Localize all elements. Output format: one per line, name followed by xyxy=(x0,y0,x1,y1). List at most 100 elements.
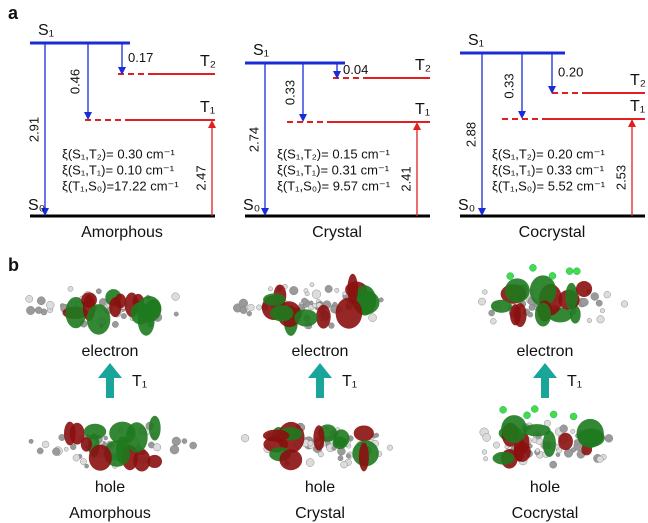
level-label: S₁ xyxy=(468,32,484,49)
atom xyxy=(550,461,557,468)
atom xyxy=(318,451,323,456)
gap-label: 0.17 xyxy=(128,50,153,65)
atom xyxy=(153,444,161,452)
orbital-lobe xyxy=(491,300,512,313)
atom xyxy=(46,301,54,309)
gap-label: 2.53 xyxy=(613,165,628,190)
atom xyxy=(37,297,45,305)
diagram-title: Crystal xyxy=(312,224,362,241)
atom xyxy=(379,298,383,302)
transition-arrow xyxy=(533,363,557,398)
orbital-lobe xyxy=(147,455,162,468)
atom xyxy=(483,456,488,461)
orbital-lobe xyxy=(87,304,111,334)
orbital-lobe xyxy=(359,443,369,472)
orbital-lobe xyxy=(270,305,293,321)
atom xyxy=(104,436,108,440)
soc-text: ξ(T₁,S₀)= 9.57 cm⁻¹ xyxy=(277,178,391,193)
orbital-lobe xyxy=(513,442,530,462)
atom xyxy=(247,311,252,316)
atom xyxy=(493,442,499,448)
atom xyxy=(560,425,568,433)
level-label: T₂ xyxy=(200,53,216,70)
atom xyxy=(596,300,602,306)
orbital-lobe xyxy=(577,419,604,448)
atom xyxy=(587,318,592,323)
atom xyxy=(248,304,255,311)
transition-label: T₁ xyxy=(567,373,582,390)
orbital-lobe xyxy=(493,452,515,465)
soc-text: ξ(S₁,T₁)= 0.33 cm⁻¹ xyxy=(492,162,605,177)
orbital-lobe xyxy=(89,445,112,471)
cl-atom xyxy=(573,268,580,275)
orbital-lobe xyxy=(313,425,324,450)
cl-atom xyxy=(549,272,556,279)
atom xyxy=(73,454,80,461)
column-title: Cocrystal xyxy=(512,505,579,522)
atom xyxy=(306,459,314,467)
gap-label: 2.91 xyxy=(26,117,41,142)
gap-label: 0.20 xyxy=(558,64,583,79)
cl-atom xyxy=(500,406,507,413)
level-label: S₀ xyxy=(243,197,260,214)
orbital-lobe xyxy=(514,303,527,327)
atom xyxy=(304,288,308,292)
cl-atom xyxy=(531,405,538,412)
orbital-lobe xyxy=(149,416,161,441)
orbital-lobe xyxy=(336,298,363,329)
atom xyxy=(571,429,575,433)
transition-arrow xyxy=(98,363,122,398)
atom xyxy=(478,298,485,305)
soc-text: ξ(S₁,T₂)= 0.20 cm⁻¹ xyxy=(492,146,605,161)
atom xyxy=(325,285,332,292)
atom xyxy=(310,283,314,287)
atom xyxy=(174,312,178,316)
orbital-column: electronT₁holeCocrystal xyxy=(478,264,627,522)
orbital-column: electronT₁holeCrystal xyxy=(233,274,392,523)
atom xyxy=(308,441,313,446)
atom xyxy=(182,439,187,444)
diagram-title: Cocrystal xyxy=(519,224,586,241)
soc-text: ξ(T₁,S₀)= 5.52 cm⁻¹ xyxy=(492,178,606,193)
atom xyxy=(26,306,34,314)
orbital-lobe xyxy=(316,305,331,329)
gap-label: 2.74 xyxy=(246,127,261,152)
level-label: T₁ xyxy=(415,101,430,118)
orbital-label: electron xyxy=(517,343,574,360)
level-label: S₀ xyxy=(28,197,45,214)
orbital-label: electron xyxy=(82,343,139,360)
atom xyxy=(312,290,321,299)
orbital-lobe xyxy=(279,449,302,470)
orbital-lobe xyxy=(523,424,551,436)
atom xyxy=(536,449,540,453)
soc-text: ξ(T₁,S₀)=17.22 cm⁻¹ xyxy=(62,178,179,193)
figure: a b S₁S₀T₁T₂2.910.460.172.47ξ(S₁,T₂)= 0.… xyxy=(0,0,648,523)
orbital-lobe xyxy=(64,422,76,446)
atom xyxy=(341,461,348,468)
atom xyxy=(489,310,495,316)
cl-atom xyxy=(529,264,536,271)
atom xyxy=(529,305,535,311)
cl-atom xyxy=(550,411,557,418)
orbital-label: hole xyxy=(95,479,125,496)
atom xyxy=(528,312,533,317)
atom xyxy=(256,305,261,310)
atom xyxy=(483,433,491,441)
level-label: T₂ xyxy=(630,72,646,89)
level-label: T₁ xyxy=(200,99,215,116)
atom xyxy=(482,450,487,455)
gap-label: 2.41 xyxy=(398,166,413,191)
level-label: T₂ xyxy=(415,57,431,74)
atom xyxy=(96,289,101,294)
atom xyxy=(172,437,181,446)
orbital-lobe xyxy=(81,437,92,451)
level-label: S₁ xyxy=(38,22,54,39)
atom xyxy=(338,456,343,461)
atom xyxy=(289,286,298,295)
atom xyxy=(600,308,605,313)
orbital-lobe xyxy=(501,415,527,443)
atom xyxy=(172,293,180,301)
soc-text: ξ(S₁,T₁)= 0.31 cm⁻¹ xyxy=(277,162,390,177)
